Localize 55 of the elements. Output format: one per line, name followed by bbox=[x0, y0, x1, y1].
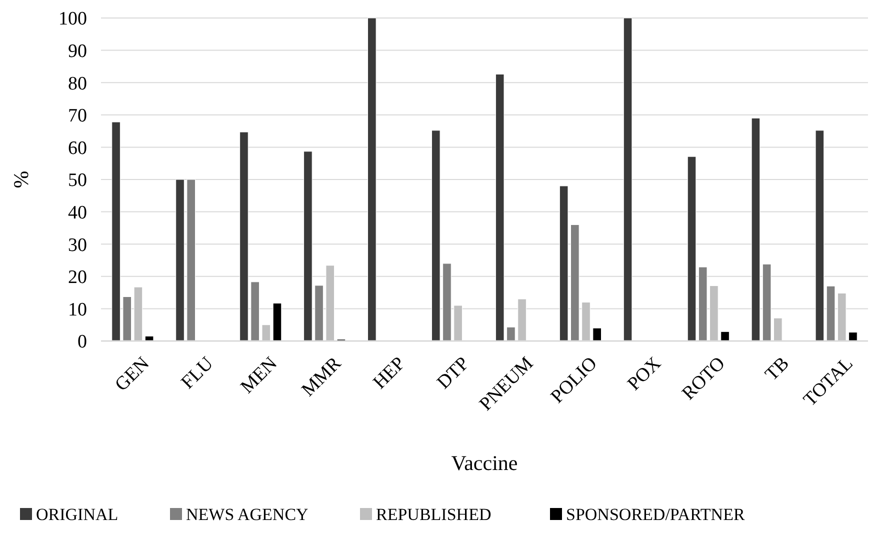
bar bbox=[326, 265, 335, 342]
x-tick-label: HEP bbox=[369, 353, 410, 394]
bar bbox=[623, 18, 632, 342]
y-axis-title: % bbox=[9, 170, 33, 188]
bar bbox=[826, 286, 836, 342]
bar bbox=[751, 118, 760, 342]
bar bbox=[710, 286, 718, 342]
bar bbox=[368, 18, 376, 342]
bar bbox=[815, 130, 824, 342]
y-tick-label: 50 bbox=[68, 170, 87, 192]
y-tick-label: 70 bbox=[68, 106, 87, 127]
bar bbox=[837, 292, 846, 342]
y-tick-label: 60 bbox=[68, 138, 87, 159]
y-tick-label: 20 bbox=[68, 267, 87, 288]
bar bbox=[687, 156, 696, 342]
x-tick-label: TB bbox=[761, 353, 794, 386]
bar bbox=[495, 74, 504, 342]
y-tick-label: 80 bbox=[68, 73, 87, 94]
bar bbox=[304, 151, 312, 342]
bar bbox=[592, 328, 602, 342]
bar bbox=[262, 324, 271, 342]
y-tick-label: 30 bbox=[68, 234, 87, 256]
legend-label: ORIGINAL bbox=[36, 505, 118, 524]
bar bbox=[506, 326, 516, 342]
bar bbox=[454, 305, 462, 342]
bar bbox=[431, 130, 440, 342]
y-tick-label: 40 bbox=[68, 202, 87, 224]
bar bbox=[112, 122, 120, 342]
bar bbox=[122, 296, 132, 342]
bar bbox=[240, 132, 248, 342]
legend-label: SPONSORED/PARTNER bbox=[566, 505, 746, 524]
bar bbox=[848, 332, 858, 342]
bar bbox=[314, 285, 324, 342]
bar bbox=[134, 286, 143, 342]
y-tick-label: 90 bbox=[68, 40, 87, 62]
x-axis-title: Vaccine bbox=[451, 451, 518, 475]
y-tick-label: 0 bbox=[78, 332, 87, 353]
x-tick-label: DTP bbox=[433, 353, 474, 394]
bar bbox=[272, 302, 282, 342]
bar bbox=[698, 266, 708, 342]
legend-label: NEWS AGENCY bbox=[186, 505, 308, 524]
bar bbox=[720, 331, 730, 342]
bar bbox=[774, 318, 782, 342]
y-tick-label: 10 bbox=[68, 299, 87, 320]
bar bbox=[186, 179, 196, 342]
bar bbox=[518, 298, 526, 342]
y-tick-label: 100 bbox=[58, 8, 87, 30]
legend-label: REPUBLISHED bbox=[376, 505, 492, 524]
bar bbox=[559, 186, 568, 342]
bar bbox=[442, 263, 452, 342]
bar bbox=[570, 224, 580, 342]
bar bbox=[582, 302, 590, 342]
bar bbox=[762, 264, 772, 342]
bar bbox=[176, 179, 184, 342]
bar bbox=[250, 282, 260, 342]
